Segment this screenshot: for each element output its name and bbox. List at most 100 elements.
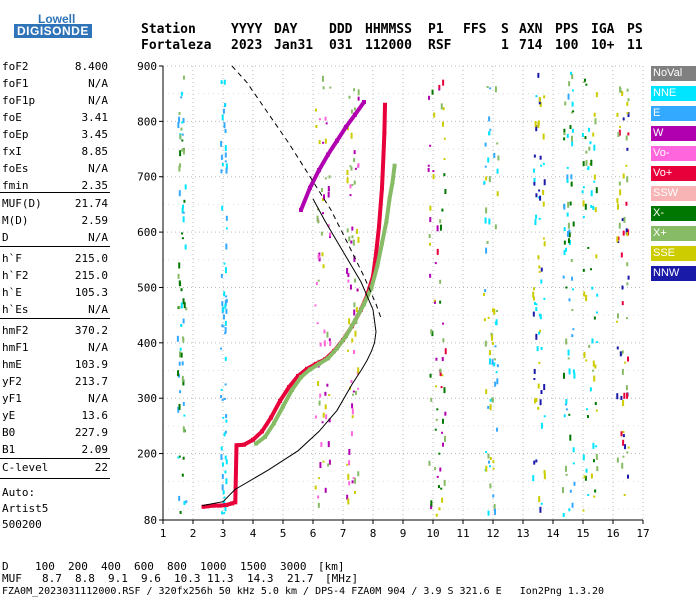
trace-point (305, 366, 309, 371)
echo-dot (322, 412, 325, 418)
echo-dot (178, 305, 181, 309)
echo-dot (583, 475, 586, 479)
echo-dot (595, 187, 598, 194)
echo-dot (626, 282, 629, 286)
echo-dot (221, 301, 224, 307)
echo-dot (535, 95, 538, 98)
echo-dot (185, 500, 188, 504)
echo-dot (318, 477, 321, 480)
header-p1-label: P1 (428, 22, 444, 37)
legend-item: W (651, 126, 696, 141)
echo-dot (595, 445, 598, 448)
echo-dot (485, 451, 488, 454)
param-value: N/A (88, 231, 108, 244)
trace-segment (317, 153, 330, 172)
echo-dot (428, 234, 431, 239)
echo-dot (565, 286, 568, 289)
echo-dot (582, 216, 585, 219)
echo-dot (571, 111, 574, 114)
trace-segment (272, 405, 285, 425)
echo-dot (441, 442, 444, 447)
echo-dot (224, 145, 227, 152)
echo-dot (484, 289, 487, 293)
echo-dot (535, 214, 538, 219)
echo-noise (176, 71, 630, 517)
echo-dot (317, 502, 320, 508)
echo-dot (532, 296, 535, 301)
x-tick-label: 11 (456, 527, 469, 540)
echo-dot (317, 208, 320, 211)
echo-dot (324, 116, 327, 121)
echo-dot (538, 313, 541, 317)
echo-dot (627, 356, 630, 362)
trace-segment (287, 374, 300, 389)
echo-dot (627, 229, 630, 236)
x-tick-label: 6 (310, 527, 317, 540)
echo-dot (538, 265, 541, 269)
echo-dot (432, 170, 435, 173)
echo-dot (323, 340, 326, 347)
echo-dot (443, 387, 446, 394)
echo-dot (321, 252, 324, 257)
echo-dot (220, 273, 223, 278)
echo-dot (320, 231, 323, 236)
echo-dot (353, 309, 356, 316)
echo-dot (543, 95, 546, 99)
echo-dot (352, 477, 355, 480)
echo-dot (326, 383, 329, 387)
echo-dot (533, 368, 536, 374)
echo-dot (322, 212, 325, 215)
echo-dot (571, 309, 574, 312)
trace-segment (207, 503, 215, 509)
echo-dot (182, 211, 185, 214)
echo-dot (220, 169, 223, 174)
echo-dot (182, 456, 185, 460)
echo-dot (441, 431, 444, 434)
muf-value: 8.8 (75, 572, 95, 585)
param-value: 227.9 (74, 426, 108, 439)
echo-dot (595, 453, 598, 460)
trace-point (383, 102, 387, 107)
echo-dot (591, 286, 594, 290)
trace-point (344, 124, 348, 129)
echo-dot (444, 188, 447, 194)
trace-segment (353, 100, 366, 116)
trace-segment (308, 169, 321, 189)
trace-point (314, 361, 318, 366)
echo-dot (319, 462, 322, 469)
echo-dot (355, 390, 358, 395)
echo-dot (583, 80, 586, 83)
trace-point (365, 293, 369, 298)
echo-dot (223, 503, 226, 507)
echo-dot (562, 512, 565, 517)
echo-dot (316, 322, 319, 325)
trace-point (296, 374, 300, 379)
echo-dot (224, 303, 227, 309)
header-ps-value: 11 (627, 38, 643, 53)
echo-dot (223, 500, 226, 507)
echo-dot (182, 75, 185, 80)
echo-dot (619, 351, 622, 357)
echo-dot (588, 146, 591, 151)
echo-dot (325, 122, 328, 125)
echo-dot (538, 496, 541, 503)
echo-dot (584, 203, 587, 210)
echo-dot (328, 394, 331, 397)
echo-dot (540, 422, 543, 429)
echo-dot (429, 144, 432, 147)
trace-point (382, 130, 387, 135)
echo-dot (488, 131, 491, 136)
header-station-value: Fortaleza (141, 38, 212, 53)
echo-dot (353, 302, 356, 308)
echo-dot (568, 81, 571, 87)
echo-dot (443, 137, 446, 140)
echo-dot (177, 273, 180, 279)
echo-dot (543, 473, 546, 480)
divider (0, 478, 110, 479)
echo-dot (179, 390, 182, 394)
echo-dot (543, 179, 546, 186)
echo-dot (596, 466, 599, 472)
legend-item: SSE (651, 246, 696, 261)
echo-dot (625, 135, 628, 141)
echo-dot (319, 393, 322, 398)
